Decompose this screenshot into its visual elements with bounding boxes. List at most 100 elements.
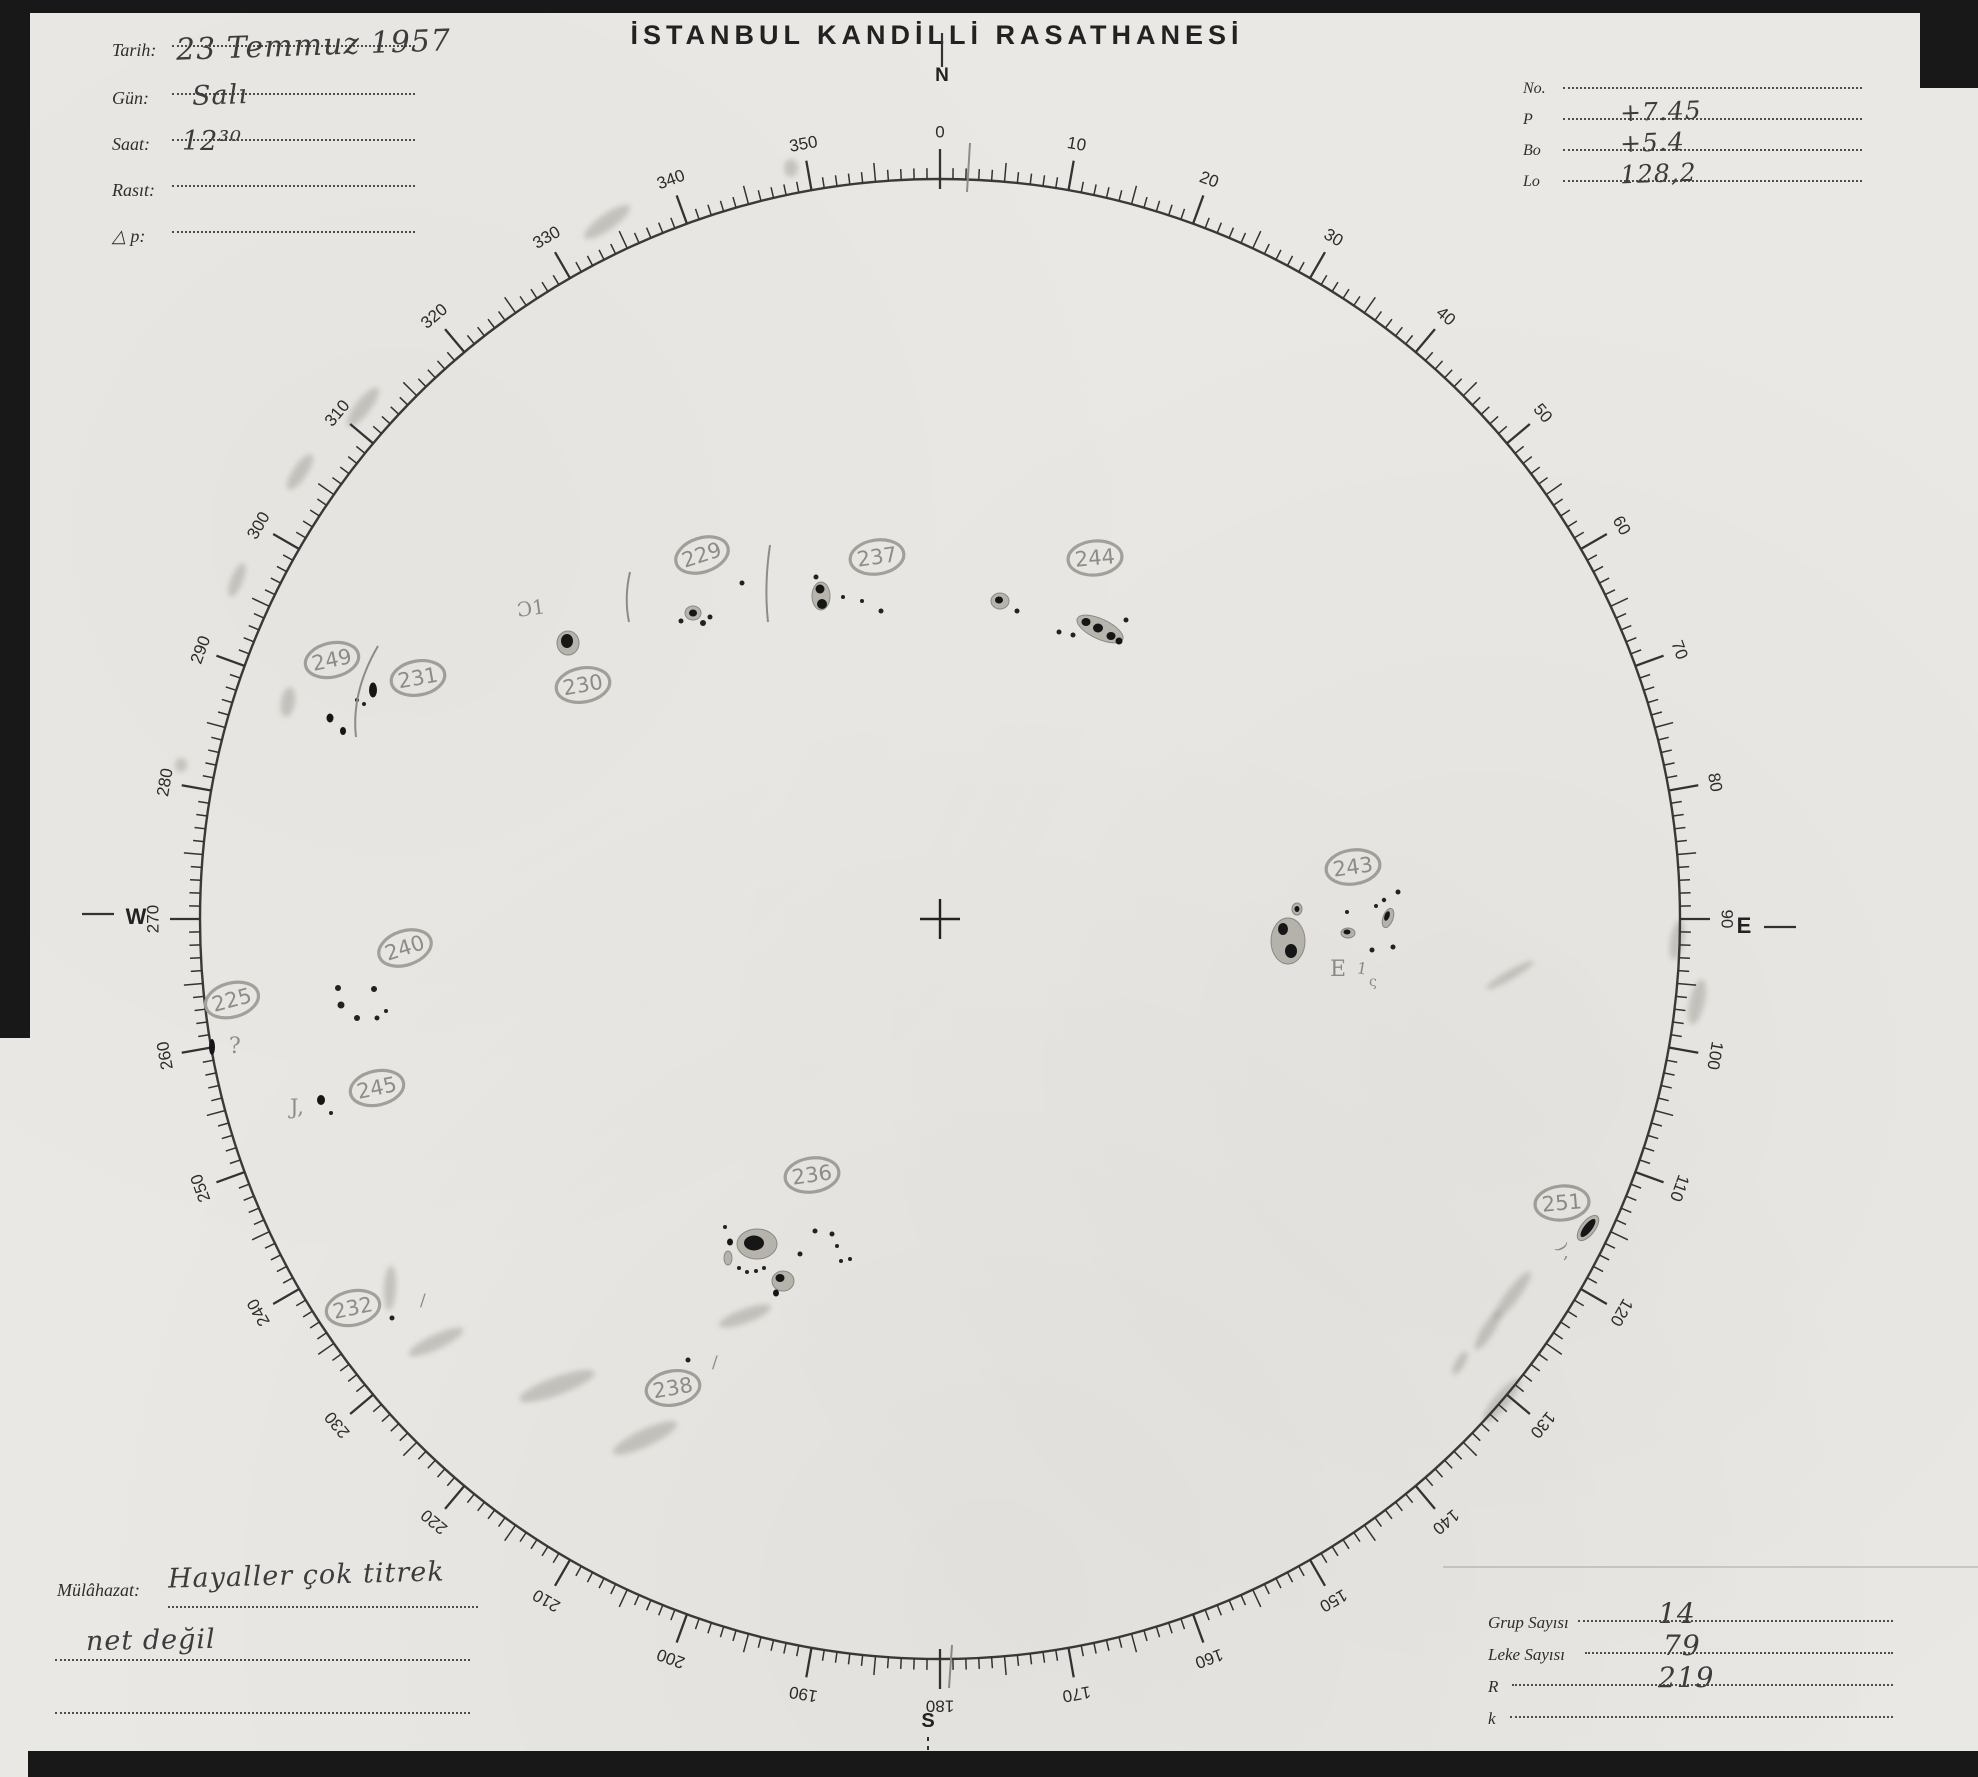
pencil-mark: E xyxy=(1330,957,1346,982)
degree-tick xyxy=(552,1552,560,1564)
degree-label: 270 xyxy=(143,905,162,933)
sunspot-umbra xyxy=(326,713,334,723)
degree-tick xyxy=(1610,597,1629,607)
sunspot-umbra xyxy=(317,1095,325,1105)
degree-tick xyxy=(1286,255,1294,266)
sunspot-pore xyxy=(1056,629,1062,635)
degree-tick xyxy=(1055,177,1059,189)
obs-field-label-4: △ p: xyxy=(112,226,146,246)
obs-field-label-3: Rasıt: xyxy=(112,180,155,200)
sunspot-pore xyxy=(1395,889,1401,895)
degree-tick xyxy=(243,1195,255,1202)
sunspot-pore xyxy=(371,986,377,992)
degree-tick xyxy=(598,1578,605,1589)
pencil-mark: ς xyxy=(1369,974,1377,990)
degree-label: 300 xyxy=(243,508,274,542)
degree-tick xyxy=(1192,195,1205,225)
degree-tick xyxy=(990,169,994,181)
eph-field-label-3: Lo xyxy=(1523,173,1540,190)
degree-tick xyxy=(1643,1146,1655,1152)
degree-tick xyxy=(248,624,260,631)
stats-field-label-0: Grup Sayısı xyxy=(1488,1613,1569,1632)
degree-label: 180 xyxy=(926,1697,954,1716)
degree-tick xyxy=(1678,865,1690,869)
degree-tick xyxy=(1654,1109,1674,1117)
degree-tick xyxy=(770,187,775,199)
degree-tick xyxy=(295,531,307,539)
degree-tick xyxy=(1263,1583,1270,1595)
degree-tick xyxy=(1204,1609,1210,1621)
degree-tick xyxy=(1647,698,1659,704)
degree-tick xyxy=(795,1645,800,1657)
sunspot-umbra xyxy=(1384,911,1390,921)
sunspot-pore xyxy=(762,1266,766,1270)
degree-tick xyxy=(1675,839,1687,843)
degree-tick xyxy=(1342,288,1350,299)
degree-tick xyxy=(417,1450,427,1460)
degree-tick xyxy=(1130,1633,1138,1653)
east-label: E xyxy=(1737,913,1752,938)
degree-tick xyxy=(349,1393,374,1415)
degree-tick xyxy=(196,813,208,817)
degree-tick xyxy=(610,1583,617,1595)
degree-tick xyxy=(1678,956,1691,960)
eph-field-label-0: No. xyxy=(1523,80,1546,97)
obs-field-label-2: Saat: xyxy=(112,134,150,154)
degree-tick xyxy=(1678,878,1691,882)
obs-field-line-2 xyxy=(172,138,415,141)
degree-tick xyxy=(347,456,358,465)
degree-tick xyxy=(238,1183,250,1189)
degree-tick xyxy=(1331,281,1339,292)
faculae-layer xyxy=(175,159,1706,1455)
degree-label: 60 xyxy=(1609,513,1635,539)
page-title: İSTANBUL KANDİLLİ RASATHANESİ xyxy=(630,20,1244,50)
degree-tick xyxy=(1363,296,1376,314)
degree-tick xyxy=(1567,520,1578,528)
degree-tick xyxy=(657,222,664,234)
group-circle xyxy=(674,535,730,575)
sunspot-pore xyxy=(745,1270,749,1274)
facula-smudge xyxy=(1474,1310,1502,1350)
degree-tick xyxy=(805,1647,813,1678)
degree-tick xyxy=(317,483,335,496)
facula-smudge xyxy=(584,204,630,240)
obs-field-value-2: 12³⁰ xyxy=(182,126,243,157)
degree-tick xyxy=(1067,1647,1075,1678)
degree-tick xyxy=(194,1008,206,1012)
facula-smudge xyxy=(1486,960,1534,990)
degree-tick xyxy=(598,249,605,260)
degree-tick xyxy=(1067,160,1075,191)
degree-tick xyxy=(316,1332,327,1340)
degree-tick xyxy=(190,865,202,869)
degree-label: 170 xyxy=(1061,1682,1092,1706)
degree-tick xyxy=(181,784,212,792)
pencil-stroke xyxy=(966,142,971,193)
remarks-line-2 xyxy=(55,1711,470,1714)
sunspot-umbra xyxy=(815,584,825,594)
degree-tick xyxy=(1573,531,1585,539)
scan-edge-top xyxy=(0,0,1978,13)
degree-tick xyxy=(742,1633,750,1653)
degree-tick xyxy=(645,1599,652,1611)
degree-tick xyxy=(1514,445,1525,454)
degree-tick xyxy=(198,1034,210,1038)
degree-label: 130 xyxy=(1526,1408,1559,1442)
degree-tick xyxy=(847,1653,851,1665)
facula-smudge xyxy=(175,758,187,772)
degree-tick xyxy=(805,160,813,191)
degree-tick xyxy=(707,1622,713,1634)
degree-tick xyxy=(1604,589,1616,596)
obs-field-line-3 xyxy=(172,184,415,187)
degree-tick xyxy=(183,852,203,856)
facula-smudge xyxy=(1493,1271,1531,1321)
sunspot-umbra xyxy=(1294,906,1300,912)
degree-tick xyxy=(1320,1552,1328,1564)
degree-tick xyxy=(1093,1642,1097,1654)
degree-tick xyxy=(1545,483,1563,496)
degree-tick xyxy=(1530,466,1541,475)
degree-tick xyxy=(990,1657,994,1669)
pencil-mark: / xyxy=(712,1353,718,1373)
degree-tick xyxy=(349,423,374,445)
degree-tick xyxy=(477,326,486,337)
